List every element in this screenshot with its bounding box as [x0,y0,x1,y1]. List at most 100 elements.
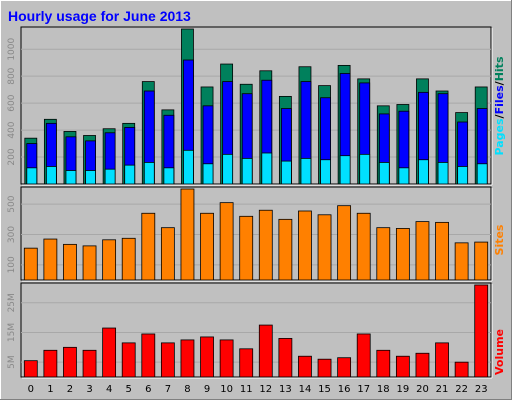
panel-3-frame [20,282,492,378]
bar-volume-13 [278,338,293,378]
bar-sites-12 [258,209,273,281]
x-tick-label: 13 [279,384,292,395]
bar-sites-9 [200,212,214,281]
panel-1-y-tick-label: 1000 [7,37,17,60]
bar-volume-14 [298,355,312,378]
panel-3-y-tick-label: 25M [7,293,17,312]
legend-sites: Sites [493,224,506,255]
bar-pages-6 [143,162,155,185]
legend-part-files: Files [493,85,506,115]
x-tick-label: 14 [299,384,312,395]
bar-volume-16 [337,357,352,378]
bar-sites-7 [160,227,175,281]
bar-sites-19 [395,228,410,281]
bar-pages-4 [104,168,116,185]
x-tick-label: 12 [259,384,272,395]
bar-sites-14 [298,210,312,281]
bar-pages-11 [241,157,253,185]
bar-volume-9 [200,336,214,378]
bar-volume-1 [43,349,58,378]
bar-volume-2 [63,346,77,378]
bar-sites-15 [317,214,332,281]
bar-volume-4 [102,327,117,378]
x-tick-label: 6 [145,384,151,395]
x-tick-label: 21 [436,384,449,395]
bar-volume-17 [356,333,371,378]
bar-volume-10 [219,339,234,378]
bar-sites-18 [376,227,391,281]
bar-pages-8 [183,149,194,185]
x-tick-label: 0 [28,384,34,395]
bar-sites-10 [219,202,234,281]
bar-pages-1 [45,166,57,185]
x-tick-label: 11 [240,384,253,395]
bar-sites-1 [43,238,58,281]
x-tick-label: 1 [47,384,53,395]
x-tick-label: 10 [220,384,233,395]
bar-pages-21 [437,162,449,185]
panel-2-y-tick-label: 100 [7,256,17,273]
bar-sites-23 [474,241,489,281]
bar-sites-5 [121,237,136,281]
bar-pages-14 [300,157,312,185]
x-tick-label: 9 [204,384,210,395]
legend-part-hits: Hits [493,56,506,81]
bar-pages-20 [418,159,429,185]
bar-volume-20 [415,352,430,378]
x-tick-label: 3 [86,384,92,395]
panel-1-y-tick-label: 800 [7,67,17,84]
legend-part-pages: Pages [493,118,506,156]
legend-pages-files-hits: Pages/Files/Hits [493,56,506,155]
bar-volume-18 [376,349,391,378]
bar-pages-15 [320,159,331,185]
bar-volume-21 [435,342,449,378]
bar-pages-7 [163,167,175,185]
bar-sites-22 [454,242,469,281]
bar-pages-0 [26,167,38,185]
bar-volume-23 [474,284,489,378]
panel-3-y-tick-label: 5M [7,355,17,369]
x-tick-label: 22 [455,384,468,395]
panel-1-y-tick-label: 400 [7,121,17,138]
bar-volume-22 [454,361,469,378]
bar-sites-4 [102,239,117,281]
bar-pages-12 [261,152,273,185]
legend-volume: Volume [493,329,506,375]
panel-1-frame [20,26,492,185]
legend-part-slash: / [493,113,506,118]
bar-pages-13 [280,160,292,185]
bar-volume-19 [395,355,410,378]
x-tick-label: 4 [106,384,112,395]
x-tick-label: 7 [165,384,171,395]
x-tick-label: 20 [416,384,429,395]
x-tick-label: 23 [475,384,488,395]
bar-pages-22 [457,166,469,185]
bar-volume-11 [239,348,254,378]
bar-pages-2 [65,170,77,185]
x-tick-label: 8 [184,384,190,395]
bar-volume-6 [141,333,156,378]
bar-sites-13 [278,218,293,281]
bar-volume-0 [23,360,38,378]
bar-pages-18 [378,162,390,185]
x-tick-label: 16 [338,384,351,395]
bar-volume-7 [160,342,175,378]
bar-sites-20 [415,221,430,281]
bar-sites-17 [356,212,371,281]
bar-volume-3 [82,349,97,378]
bar-sites-8 [180,188,195,281]
bar-pages-16 [339,155,351,185]
bar-pages-9 [202,163,214,185]
bar-sites-16 [337,205,352,281]
chart-title: Hourly usage for June 2013 [8,8,191,24]
bar-volume-15 [317,358,332,378]
x-tick-label: 15 [318,384,331,395]
bar-sites-3 [82,245,97,281]
x-tick-label: 18 [377,384,390,395]
panel-1-y-tick-label: 600 [7,94,17,111]
bar-sites-6 [141,212,156,281]
bar-sites-11 [239,215,254,281]
